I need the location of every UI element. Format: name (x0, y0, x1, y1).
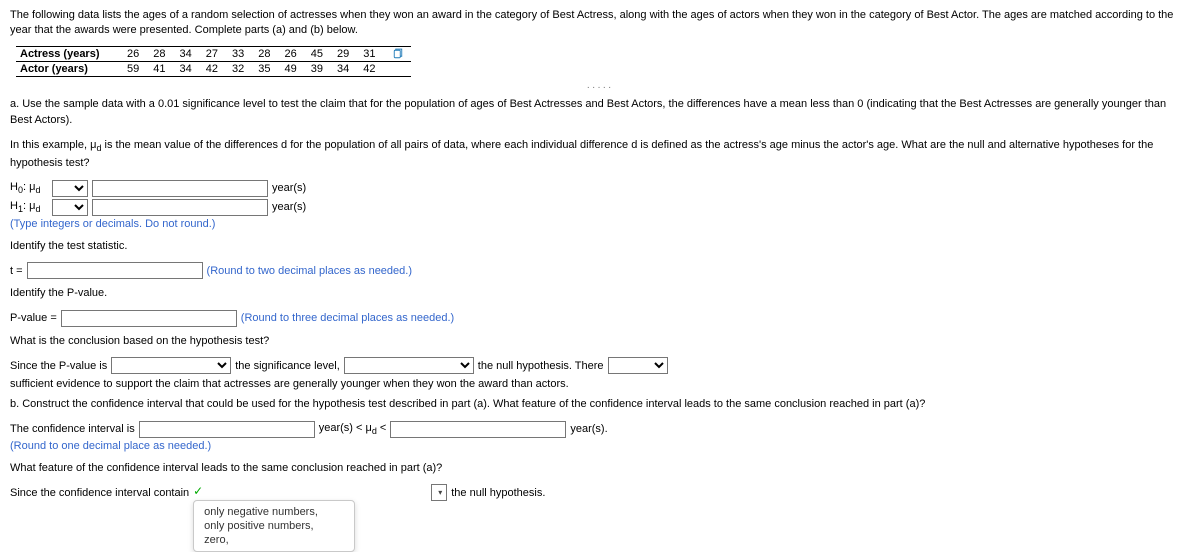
cell: 49 (278, 61, 304, 76)
cell: 32 (225, 61, 251, 76)
copy-data-icon[interactable] (392, 48, 404, 60)
p-value-line: P-value = (Round to three decimal places… (10, 310, 1190, 327)
cell: 42 (199, 61, 225, 76)
h0-label: H0: μd (10, 181, 48, 195)
cell: 28 (146, 46, 172, 61)
ci-line: The confidence interval is year(s) < μd … (10, 421, 1190, 438)
intro-text: The following data lists the ages of a r… (10, 8, 1190, 38)
h1-value-input[interactable] (92, 199, 268, 216)
text: The confidence interval is (10, 423, 135, 435)
cell: 35 (251, 61, 277, 76)
cell: 28 (251, 46, 277, 61)
feature-question: What feature of the confidence interval … (10, 460, 1190, 477)
cell: 31 (356, 46, 382, 61)
cell: 34 (173, 61, 199, 76)
ci-lower-input[interactable] (139, 421, 315, 438)
pvalue-compare-select[interactable] (111, 357, 231, 374)
unit: year(s) (272, 201, 306, 213)
cell: 33 (225, 46, 251, 61)
part-b-question: b. Construct the confidence interval tha… (10, 396, 1190, 413)
cell: 45 (304, 46, 330, 61)
conclusion-question: What is the conclusion based on the hypo… (10, 333, 1190, 350)
text: the null hypothesis. (451, 487, 545, 499)
cell (383, 46, 411, 61)
cell: 26 (278, 46, 304, 61)
t-prefix: t = (10, 265, 23, 277)
table-row: Actor (years) 59 41 34 42 32 35 49 39 34… (16, 61, 411, 76)
h0-value-input[interactable] (92, 180, 268, 197)
sufficient-select[interactable] (608, 357, 668, 374)
cell: 42 (356, 61, 382, 76)
subscript: 0 (18, 186, 23, 196)
part-a-question: a. Use the sample data with a 0.01 signi… (10, 96, 1190, 129)
subscript: d (35, 186, 40, 196)
text: is the mean value of the differences d f… (10, 139, 1153, 170)
chevron-down-icon: ▾ (438, 488, 442, 497)
round-note: (Round to three decimal places as needed… (241, 312, 454, 324)
cell: 59 (120, 61, 146, 76)
cell: 29 (330, 46, 356, 61)
section-divider (10, 87, 1190, 88)
check-icon: ✓ (193, 484, 203, 498)
ci-contain-select[interactable]: ✓ only negative numbers, only positive n… (193, 484, 203, 498)
ci-upper-input[interactable] (390, 421, 566, 438)
feature-line: Since the confidence interval contain ✓ … (10, 484, 1190, 501)
cell: 34 (330, 61, 356, 76)
h0-operator-select[interactable] (52, 180, 88, 197)
identify-p-label: Identify the P-value. (10, 285, 1190, 302)
subscript: d (35, 205, 40, 215)
ages-table: Actress (years) 26 28 34 27 33 28 26 45 … (16, 46, 411, 77)
round-note: (Round to one decimal place as needed.) (10, 440, 1190, 452)
dropdown-option[interactable]: zero, (204, 533, 344, 547)
identify-t-label: Identify the test statistic. (10, 238, 1190, 255)
text: year(s). (570, 423, 607, 435)
unit: year(s) (272, 182, 306, 194)
cell: 39 (304, 61, 330, 76)
text: H (10, 181, 18, 193)
round-note: (Round to two decimal places as needed.) (207, 265, 412, 277)
text: the significance level, (235, 360, 340, 372)
text: year(s) < μ (319, 422, 372, 434)
h1-label: H1: μd (10, 200, 48, 214)
conclusion-line: Since the P-value is the significance le… (10, 357, 1190, 390)
dropdown-option[interactable]: only positive numbers, (204, 519, 344, 533)
text: < (377, 422, 386, 434)
cell: 27 (199, 46, 225, 61)
text: sufficient evidence to support the claim… (10, 378, 569, 390)
text: Since the P-value is (10, 360, 107, 372)
type-note: (Type integers or decimals. Do not round… (10, 218, 1190, 230)
h1-row: H1: μd year(s) (10, 199, 1190, 216)
text: the null hypothesis. There (478, 360, 604, 372)
t-stat-line: t = (Round to two decimal places as need… (10, 262, 1190, 279)
row-label: Actress (years) (16, 46, 120, 61)
subscript: 1 (18, 205, 23, 215)
p-value-input[interactable] (61, 310, 237, 327)
cell: 41 (146, 61, 172, 76)
p-prefix: P-value = (10, 312, 57, 324)
dropdown-menu: only negative numbers, only positive num… (193, 500, 355, 552)
cell: 26 (120, 46, 146, 61)
text: Since the confidence interval contain (10, 487, 189, 499)
h1-operator-select[interactable] (52, 199, 88, 216)
table-row: Actress (years) 26 28 34 27 33 28 26 45 … (16, 46, 411, 61)
text: year(s) < μd < (319, 422, 387, 436)
h0-row: H0: μd year(s) (10, 180, 1190, 197)
reject-select[interactable] (344, 357, 474, 374)
mu-d-explain: In this example, μd is the mean value of… (10, 137, 1190, 172)
text: In this example, μ (10, 139, 96, 151)
dropdown-option[interactable]: only negative numbers, (204, 505, 344, 519)
text: H (10, 200, 18, 212)
row-label: Actor (years) (16, 61, 120, 76)
t-stat-input[interactable] (27, 262, 203, 279)
null-hypothesis-action-select[interactable]: ▾ (431, 484, 447, 501)
cell: 34 (173, 46, 199, 61)
